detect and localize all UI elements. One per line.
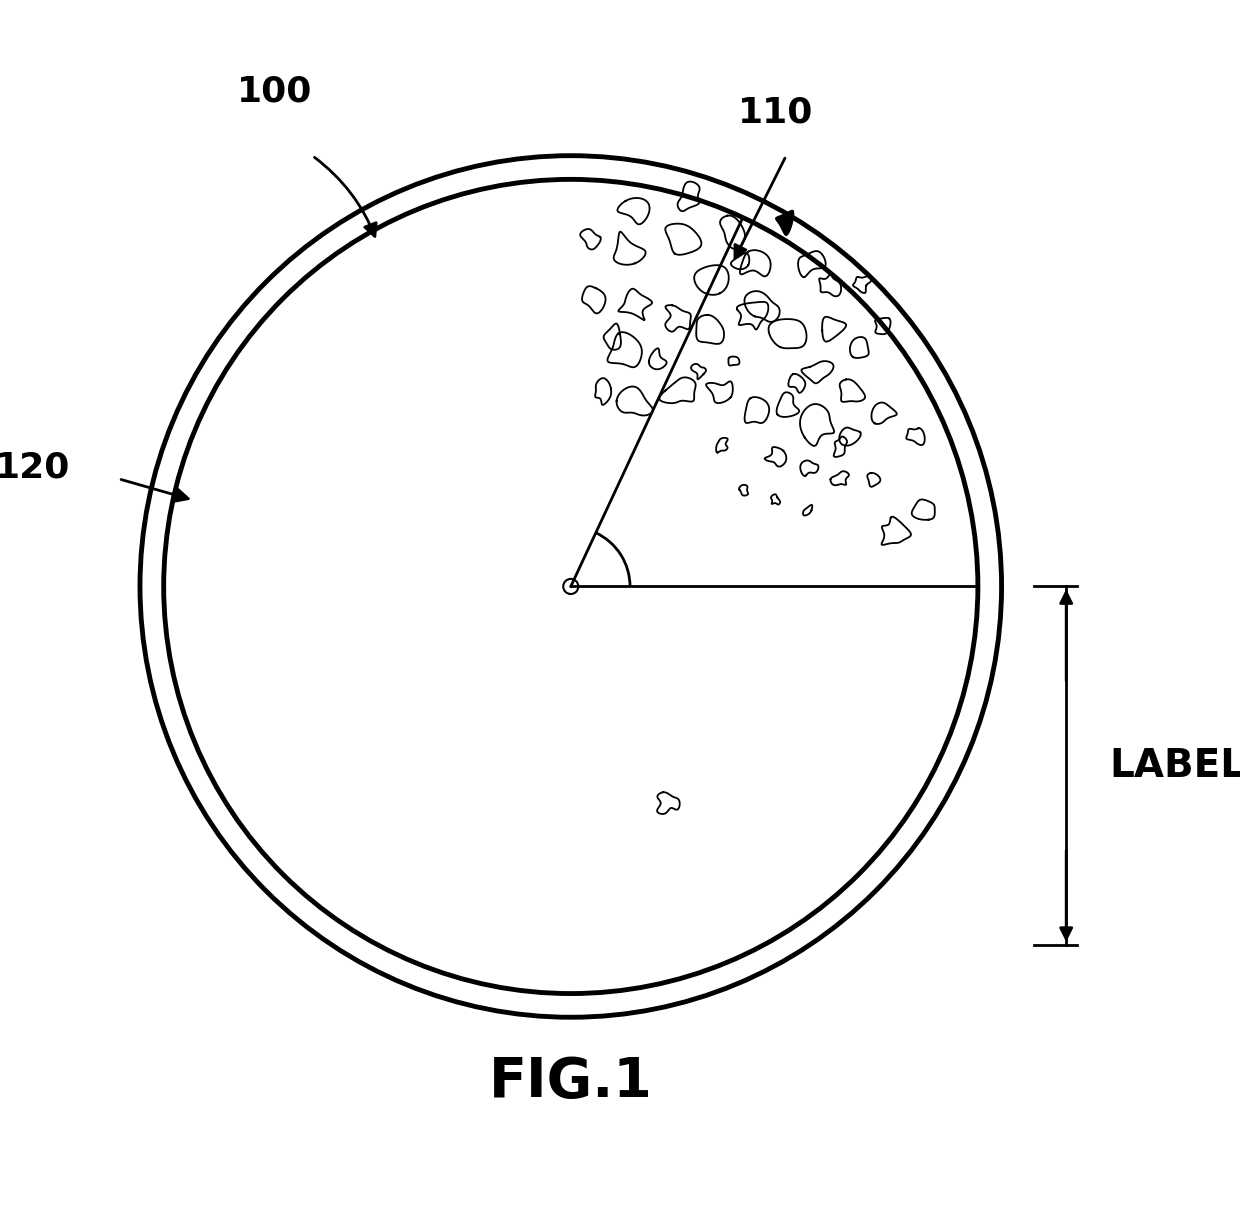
Text: 100: 100 <box>237 74 312 108</box>
Text: 120: 120 <box>0 451 69 485</box>
Polygon shape <box>775 209 795 236</box>
Text: FIG.1: FIG.1 <box>489 1054 652 1109</box>
Text: 110: 110 <box>738 96 813 130</box>
Text: LABEL: LABEL <box>1110 747 1240 784</box>
